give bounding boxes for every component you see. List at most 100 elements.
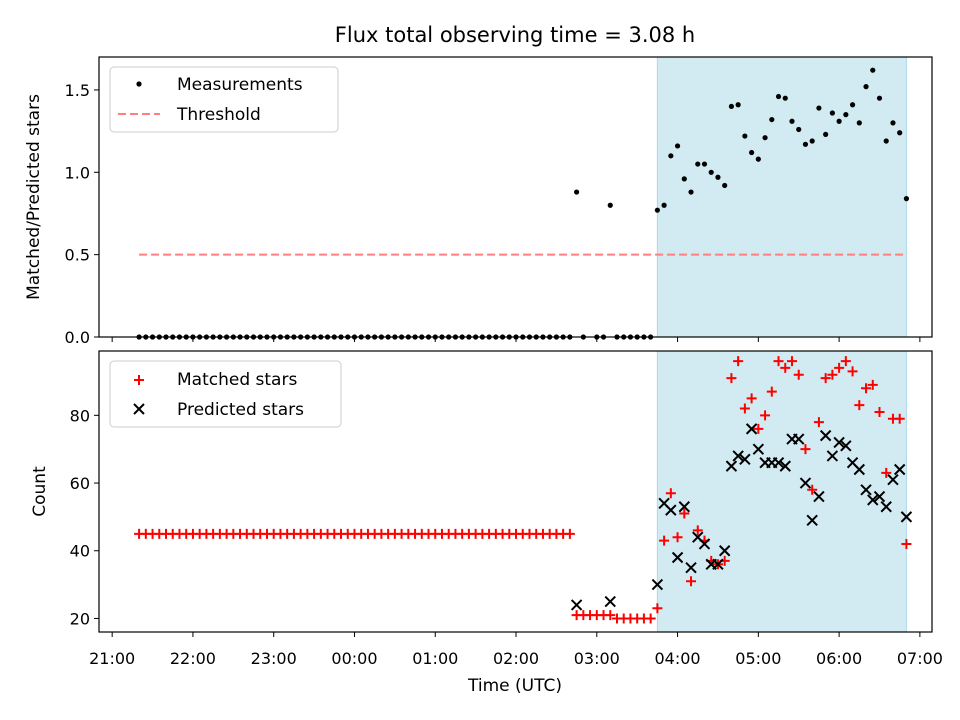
matched-star-point bbox=[659, 535, 670, 546]
predicted-star-point bbox=[793, 433, 805, 445]
measurement-point bbox=[897, 130, 903, 136]
predicted-star-point bbox=[806, 514, 818, 526]
measurement-point bbox=[782, 95, 788, 101]
matched-star-point bbox=[780, 362, 791, 373]
measurement-point bbox=[715, 174, 721, 180]
matched-star-point bbox=[645, 613, 656, 624]
matched-star-point bbox=[800, 444, 811, 455]
x-axis-label: Time (UTC) bbox=[467, 676, 562, 696]
matched-star-point bbox=[672, 532, 683, 543]
bottom-y-tick-label: 80 bbox=[70, 406, 90, 425]
matched-star-point bbox=[847, 366, 858, 377]
measurement-point bbox=[681, 176, 687, 182]
measurement-point bbox=[856, 120, 862, 126]
predicted-star-point bbox=[739, 453, 751, 466]
matched-star-point bbox=[861, 383, 872, 394]
matched-star-point bbox=[881, 467, 892, 478]
predicted-star-point bbox=[893, 463, 906, 476]
measurement-point bbox=[796, 126, 802, 133]
matched-star-point bbox=[786, 356, 797, 367]
predicted-star-point bbox=[725, 460, 738, 472]
matched-star-point bbox=[564, 528, 575, 539]
x-tick-label: 01:00 bbox=[412, 649, 458, 668]
legend-measurements-label: Measurements bbox=[177, 75, 303, 95]
predicted-star-point bbox=[880, 501, 892, 513]
measurement-point bbox=[742, 133, 748, 139]
top-y-axis-label: Matched/Predicted stars bbox=[24, 94, 44, 300]
measurement-point bbox=[836, 118, 842, 124]
measurement-point bbox=[688, 189, 694, 195]
bottom-legend-box bbox=[109, 360, 342, 428]
predicted-star-point bbox=[867, 494, 879, 506]
x-tick-label: 07:00 bbox=[897, 649, 943, 668]
predicted-star-point bbox=[826, 450, 839, 462]
predicted-star-point bbox=[752, 443, 765, 455]
predicted-star-point bbox=[860, 484, 872, 496]
measurement-point bbox=[789, 118, 795, 124]
top-y-tick-label: 1.0 bbox=[65, 163, 90, 182]
measurement-point bbox=[607, 202, 613, 208]
predicted-star-point bbox=[813, 490, 825, 503]
matched-star-point bbox=[652, 603, 663, 614]
matched-star-point bbox=[834, 362, 845, 373]
x-tick-label: 21:00 bbox=[89, 649, 135, 668]
measurement-point bbox=[823, 131, 829, 138]
predicted-star-point bbox=[873, 490, 886, 503]
measurement-point bbox=[755, 156, 761, 162]
matched-star-point bbox=[894, 413, 905, 424]
matched-star-point bbox=[760, 410, 771, 421]
measurement-point bbox=[802, 141, 809, 147]
matched-star-point bbox=[679, 508, 690, 519]
predicted-star-point bbox=[570, 599, 583, 611]
measurement-point bbox=[849, 102, 856, 108]
x-tick-label: 05:00 bbox=[735, 649, 781, 668]
bottom-y-axis-label: Count bbox=[30, 466, 50, 517]
matched-star-point bbox=[605, 610, 616, 621]
x-tick-label: 00:00 bbox=[331, 649, 377, 668]
matched-star-point bbox=[874, 406, 885, 417]
predicted-star-point bbox=[779, 460, 791, 472]
measurement-point bbox=[728, 103, 735, 110]
measurement-point bbox=[661, 202, 667, 208]
legend-matched-marker bbox=[134, 375, 144, 385]
matched-star-point bbox=[753, 423, 764, 434]
measurement-point bbox=[883, 138, 889, 144]
measurement-point bbox=[769, 116, 775, 123]
top-y-tick-label: 0.5 bbox=[65, 246, 90, 265]
predicted-star-point bbox=[698, 538, 711, 550]
predicted-star-point bbox=[604, 595, 616, 608]
matched-star-point bbox=[726, 373, 737, 384]
x-tick-label: 02:00 bbox=[493, 649, 539, 668]
predicted-star-point bbox=[853, 463, 866, 476]
measurement-point bbox=[708, 169, 714, 175]
chart-title: Flux total observing time = 3.08 h bbox=[335, 23, 695, 47]
predicted-star-point bbox=[745, 423, 758, 435]
predicted-star-point bbox=[772, 457, 785, 469]
top-y-tick-label: 1.5 bbox=[65, 81, 90, 100]
predicted-star-point bbox=[840, 440, 852, 452]
bottom-legend: Matched stars Predicted stars bbox=[109, 360, 342, 428]
measurement-point bbox=[816, 105, 822, 111]
matched-star-point bbox=[733, 356, 744, 367]
legend-predicted-marker bbox=[133, 403, 145, 415]
top-y-tick-label: 0.0 bbox=[65, 328, 90, 347]
measurement-point bbox=[722, 182, 728, 189]
legend-measurements-marker bbox=[136, 81, 142, 87]
x-tick-label: 23:00 bbox=[251, 649, 297, 668]
matched-star-point bbox=[766, 386, 777, 397]
matched-star-point bbox=[820, 373, 831, 384]
matched-star-point bbox=[827, 369, 838, 380]
matched-star-point bbox=[807, 484, 818, 495]
matched-star-point bbox=[665, 488, 676, 499]
predicted-star-point bbox=[799, 477, 812, 489]
predicted-star-point bbox=[665, 504, 677, 516]
measurement-point bbox=[890, 120, 896, 126]
predicted-star-point bbox=[718, 545, 731, 557]
x-tick-label: 03:00 bbox=[574, 649, 620, 668]
matched-star-point bbox=[854, 400, 865, 411]
measurement-point bbox=[654, 207, 660, 213]
top-legend-box bbox=[109, 66, 339, 133]
measurement-point bbox=[695, 161, 701, 167]
predicted-star-point bbox=[833, 436, 845, 449]
bottom-y-tick-label: 60 bbox=[70, 474, 90, 493]
